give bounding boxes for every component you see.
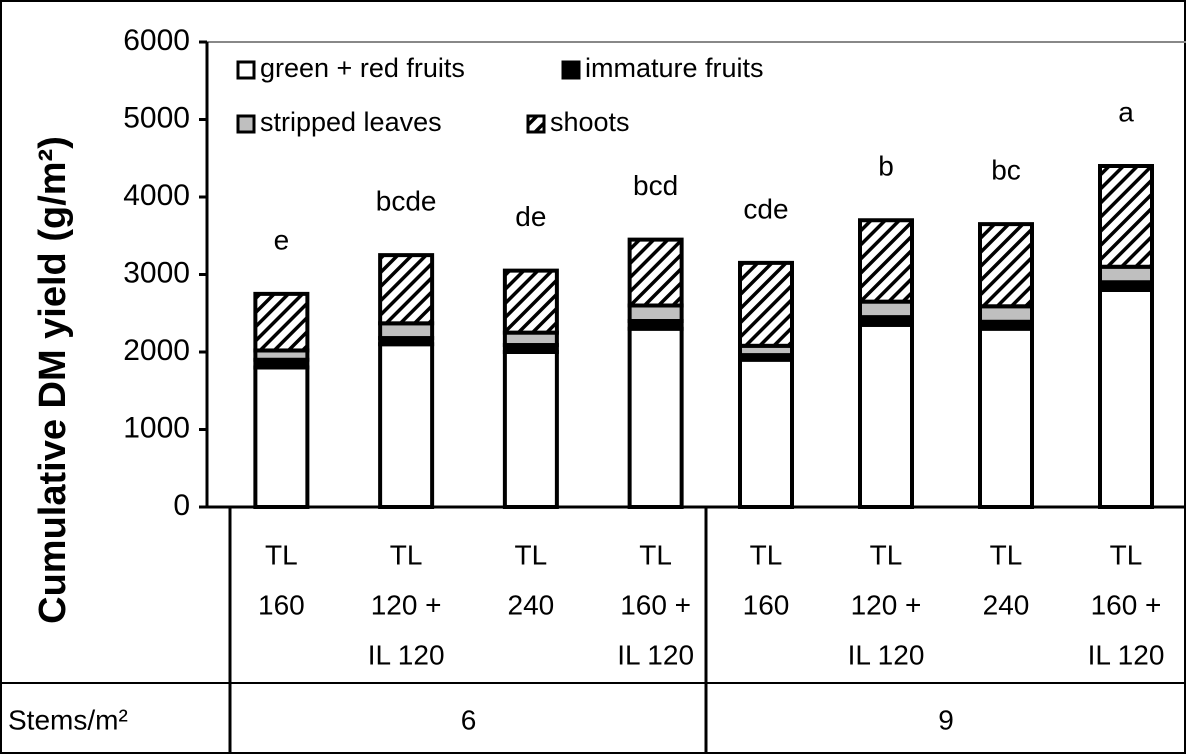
- y-tick-label: 4000: [123, 179, 190, 212]
- x-tick-label: TL: [870, 539, 903, 570]
- x-tick-label: 160: [258, 589, 305, 620]
- bar-segment: [1098, 264, 1154, 285]
- y-tick-label: 2000: [123, 334, 190, 367]
- y-tick-label: 1000: [123, 411, 190, 444]
- bar-segment: [978, 326, 1034, 509]
- significance-letter: de: [515, 201, 546, 232]
- y-tick-label: 0: [173, 489, 190, 522]
- y-tick-label: 6000: [123, 24, 190, 57]
- x-tick-label: 240: [983, 589, 1030, 620]
- y-axis-label: Cumulative DM yield (g/m²): [32, 136, 74, 624]
- significance-letter: cde: [743, 193, 788, 224]
- bar-segment: [253, 365, 310, 509]
- significance-letter: e: [274, 224, 290, 255]
- x-tick-label: IL 120: [1088, 639, 1165, 670]
- bar-segment: [1098, 164, 1154, 269]
- bar-segment: [858, 218, 914, 304]
- x-tick-label: TL: [390, 539, 423, 570]
- x-tick-label: 160 +: [620, 589, 691, 620]
- x-tick-label: IL 120: [617, 639, 694, 670]
- legend-label: immature fruits: [585, 53, 764, 83]
- bar-segment: [1098, 288, 1154, 509]
- bar-segment: [378, 321, 435, 341]
- legend-label: shoots: [550, 107, 630, 137]
- bar-segment: [378, 253, 435, 326]
- bar-segment: [253, 291, 310, 353]
- x-tick-label: 120 +: [851, 589, 922, 620]
- y-tick-label: 3000: [123, 256, 190, 289]
- x-tick-label: TL: [639, 539, 672, 570]
- significance-letter: bcd: [633, 170, 678, 201]
- significance-letter: bc: [991, 155, 1021, 186]
- legend-swatch: [236, 114, 256, 134]
- bar-segment: [627, 326, 684, 509]
- bar-segment: [858, 322, 914, 509]
- bar-segment: [738, 357, 794, 509]
- bar-segment: [858, 299, 914, 320]
- bar-segment: [502, 268, 559, 335]
- legend-swatch: [236, 60, 256, 80]
- x-tick-label: IL 120: [368, 639, 445, 670]
- bar-segment: [378, 342, 435, 509]
- group-axis-label: Stems/m²: [8, 704, 128, 735]
- legend-swatch: [561, 60, 581, 80]
- legend-label: green + red fruits: [260, 53, 465, 83]
- x-tick-label: 160: [743, 589, 790, 620]
- group-label: 6: [461, 704, 477, 735]
- x-tick-label: 240: [508, 589, 555, 620]
- x-tick-label: TL: [990, 539, 1023, 570]
- bar-segment: [978, 304, 1034, 324]
- x-tick-label: TL: [515, 539, 548, 570]
- legend-label: stripped leaves: [260, 107, 442, 137]
- bar-segment: [627, 303, 684, 323]
- bar-segment: [502, 350, 559, 509]
- legend-swatch: [526, 114, 546, 134]
- significance-letter: a: [1118, 96, 1134, 127]
- x-tick-label: TL: [1110, 539, 1143, 570]
- significance-letter: b: [878, 151, 894, 182]
- x-tick-label: 160 +: [1091, 589, 1162, 620]
- y-tick-label: 5000: [123, 101, 190, 134]
- x-tick-label: TL: [750, 539, 783, 570]
- group-label: 9: [938, 704, 954, 735]
- x-tick-label: 120 +: [371, 589, 442, 620]
- x-tick-label: TL: [265, 539, 298, 570]
- x-tick-label: IL 120: [848, 639, 925, 670]
- bar-segment: [738, 260, 794, 348]
- significance-letter: bcde: [376, 186, 437, 217]
- bar-segment: [978, 222, 1034, 309]
- bar-segment: [627, 237, 684, 308]
